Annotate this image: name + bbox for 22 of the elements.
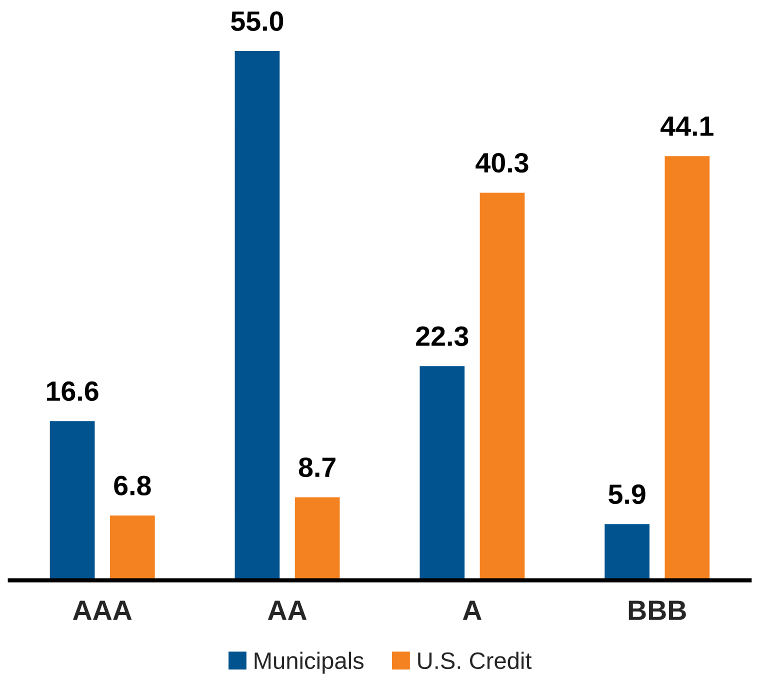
x-tick-label: A xyxy=(462,600,482,620)
data-label: 6.8 xyxy=(114,476,151,496)
bar xyxy=(233,50,282,580)
x-tick-label: BBB xyxy=(628,600,686,620)
x-tick-label: AAA xyxy=(72,600,132,620)
bar xyxy=(418,364,466,580)
data-label: 44.1 xyxy=(660,116,714,136)
data-label: 40.3 xyxy=(476,152,528,173)
data-label: 5.9 xyxy=(608,484,646,504)
bar xyxy=(294,496,342,580)
data-label: 16.6 xyxy=(47,381,98,401)
legend-label: U.S. Credit xyxy=(418,652,532,670)
bar xyxy=(48,420,96,580)
bar xyxy=(478,191,526,580)
bar xyxy=(108,514,156,580)
x-tick-label: AA xyxy=(268,600,307,620)
bar xyxy=(663,154,711,580)
data-label: 8.7 xyxy=(298,457,336,478)
data-label: 22.3 xyxy=(416,326,468,346)
bar xyxy=(603,522,651,580)
legend-label: Municipals xyxy=(254,652,364,674)
data-label: 55.0 xyxy=(231,11,284,31)
